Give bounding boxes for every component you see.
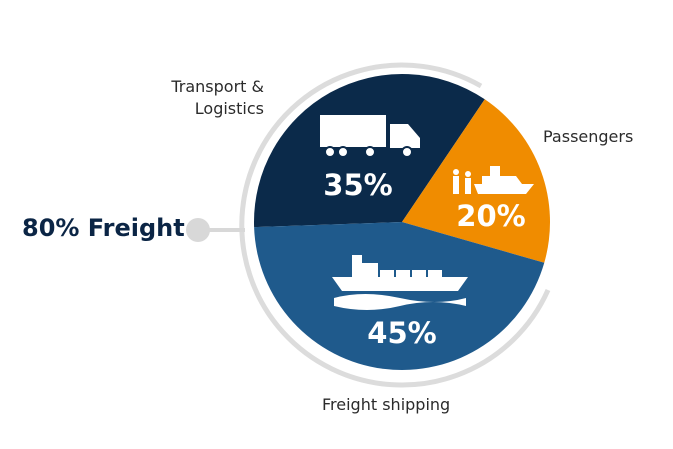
ferry-icon: [453, 166, 534, 194]
value-label: 45%: [367, 316, 436, 350]
truck-icon: [320, 115, 420, 158]
slice: [402, 99, 550, 263]
slice-label: Transport & Logistics: [171, 77, 264, 118]
slice: [254, 222, 545, 370]
ship-icon: [332, 255, 468, 310]
value-label: 35%: [323, 168, 392, 202]
connector-dot: [186, 218, 210, 242]
slice-label: Passengers: [543, 127, 634, 146]
value-label: 20%: [456, 199, 525, 233]
slice-label: Freight shipping: [322, 395, 451, 414]
annotation: 80% Freight: [22, 214, 185, 242]
outer-arc: [239, 62, 551, 388]
